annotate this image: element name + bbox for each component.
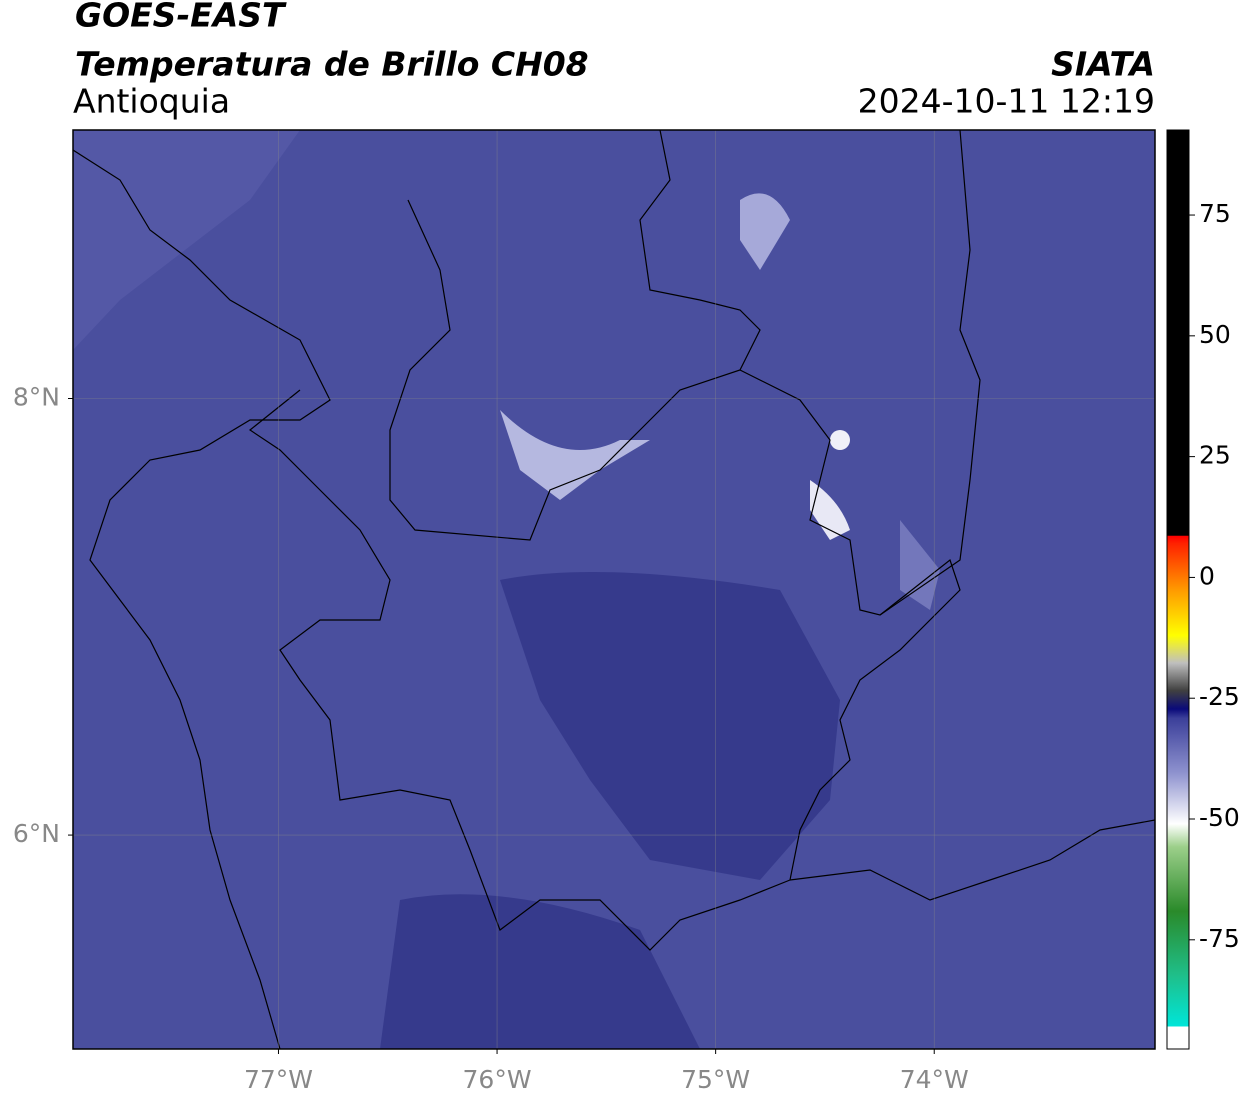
datetime: 2024-10-11 12:19 — [858, 82, 1155, 121]
colorbar-tick-label: 0 — [1199, 561, 1215, 590]
title: GOES-EAST — [75, 0, 287, 35]
subtitle: Temperatura de Brillo CH08 — [75, 45, 589, 84]
x-tick-label: 75°W — [681, 1065, 750, 1094]
colorbar-tick-label: -50 — [1199, 803, 1240, 832]
x-tick-label: 77°W — [244, 1065, 313, 1094]
y-tick-label: 8°N — [13, 382, 60, 411]
x-tick-label: 76°W — [463, 1065, 532, 1094]
region: Antioquia — [73, 82, 230, 121]
colorbar — [1166, 129, 1190, 1050]
colorbar-tick-label: 25 — [1199, 441, 1231, 470]
source: SIATA — [1051, 45, 1155, 84]
colorbar-tick-label: 50 — [1199, 320, 1231, 349]
colorbar-tick-label: 75 — [1199, 199, 1231, 228]
map-frame — [72, 129, 1156, 1050]
map-image — [73, 130, 1155, 1049]
colorbar-tick-label: -25 — [1199, 682, 1240, 711]
y-tick-label: 6°N — [13, 819, 60, 848]
x-tick-label: 74°W — [900, 1065, 969, 1094]
colorbar-tick-label: -75 — [1199, 924, 1240, 953]
